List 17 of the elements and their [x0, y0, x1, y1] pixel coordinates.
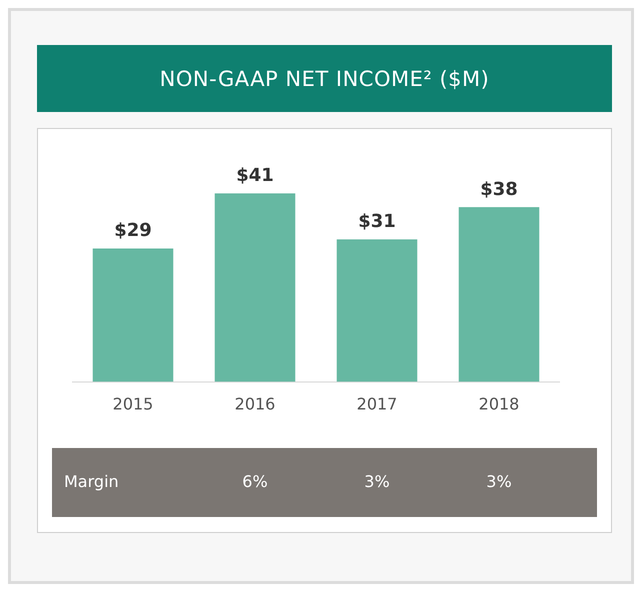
data-label: $41 [236, 165, 274, 186]
text: 3% [363, 472, 391, 491]
x-tick-label: 2015 [112, 394, 154, 414]
x-tick-label: 2018 [478, 394, 520, 414]
text: 3% [485, 472, 513, 491]
bar [92, 248, 174, 382]
x-tick-label: 2016 [234, 394, 276, 414]
text: Margin [64, 472, 119, 491]
bar [214, 193, 296, 382]
bar [458, 207, 540, 382]
bar [336, 239, 418, 382]
data-label: $38 [480, 178, 518, 200]
data-label: $31 [358, 211, 396, 232]
text: 6% [241, 472, 269, 491]
chart-title: NON-GAAP NET INCOME² ($M) [37, 45, 612, 112]
data-label: $29 [114, 220, 152, 242]
x-tick-label: 2017 [356, 394, 398, 414]
